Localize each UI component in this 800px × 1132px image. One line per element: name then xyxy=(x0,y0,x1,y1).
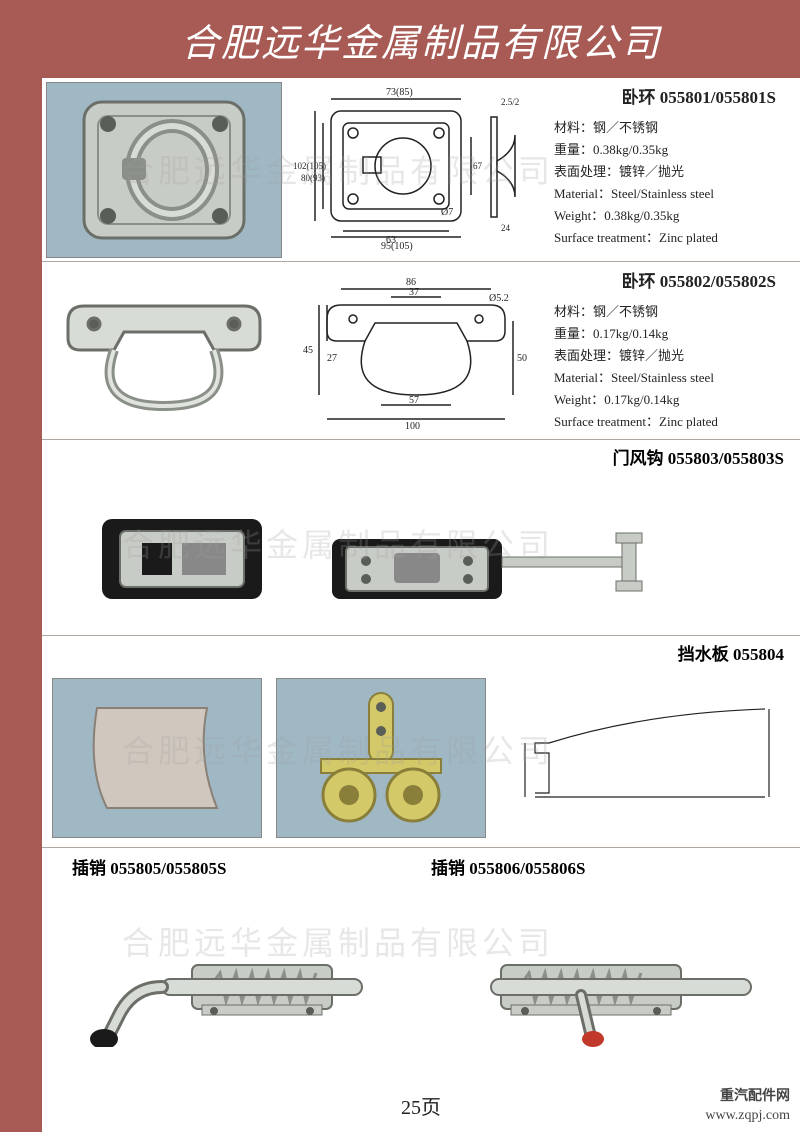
deflector-profile-icon xyxy=(505,683,785,833)
spec-line: Material：Steel/Stainless steel xyxy=(554,367,792,389)
spec-line: 表面处理：镀锌／抛光 xyxy=(554,345,792,367)
product-row-2: 86 37 Ø5.2 45 27 57 50 100 卧环 055802/055… xyxy=(42,262,800,440)
svg-text:24: 24 xyxy=(501,223,511,233)
spec-line: 表面处理：镀锌／抛光 xyxy=(554,161,792,183)
spec-line: Material：Steel/Stainless steel xyxy=(554,183,792,205)
product-specs-1: 卧环 055801/055801S 材料：钢／不锈钢 重量：0.38kg/0.3… xyxy=(546,78,800,261)
svg-text:100: 100 xyxy=(405,421,420,429)
svg-text:73(85): 73(85) xyxy=(386,87,413,98)
product-drawing-1: 73(85) 63 95(105) 102(105) 80(93) Ø7 2.5… xyxy=(286,78,546,254)
svg-text:37: 37 xyxy=(409,287,419,298)
svg-text:80(93): 80(93) xyxy=(301,173,325,183)
product-row-1: 73(85) 63 95(105) 102(105) 80(93) Ø7 2.5… xyxy=(42,78,800,262)
product-row-5: 插销 055805/055805S 插销 055806/055806S xyxy=(42,848,800,1068)
product-specs-2: 卧环 055802/055802S 材料：钢／不锈钢 重量：0.17kg/0.1… xyxy=(546,262,800,439)
svg-text:95(105): 95(105) xyxy=(381,241,413,251)
svg-text:2.5/2: 2.5/2 xyxy=(501,97,519,107)
door-hook-photo-a xyxy=(82,489,282,619)
spec-line: 重量：0.17kg/0.14kg xyxy=(554,323,792,345)
spec-line: 材料：钢／不锈钢 xyxy=(554,301,792,323)
product-row-3: 门风钩 055803/055803S xyxy=(42,440,800,636)
svg-text:67: 67 xyxy=(473,161,483,171)
footer-brand: 重汽配件网 www.zqpj.com xyxy=(705,1087,790,1126)
svg-text:102(105): 102(105) xyxy=(293,161,326,171)
tech-drawing-2-icon: 86 37 Ø5.2 45 27 57 50 100 xyxy=(291,265,541,429)
page-number: 25页 xyxy=(401,1091,441,1120)
svg-text:57: 57 xyxy=(409,395,419,406)
spring-bolt-photo-a xyxy=(42,907,421,1047)
svg-text:27: 27 xyxy=(327,353,337,364)
svg-text:Ø5.2: Ø5.2 xyxy=(489,293,509,304)
product-drawing-2: 86 37 Ø5.2 45 27 57 50 100 xyxy=(286,262,546,432)
product-title-4: 挡水板 055804 xyxy=(42,636,800,665)
pull-handle-icon xyxy=(54,276,274,426)
product-title-3: 门风钩 055803/055803S xyxy=(42,440,800,469)
spec-line: Surface treatment：Zinc plated xyxy=(554,227,792,249)
product-row-4: 挡水板 055804 xyxy=(42,636,800,848)
door-retainer-closed-icon xyxy=(82,489,282,619)
left-stripe xyxy=(0,0,42,1132)
curved-plate-icon xyxy=(67,688,247,828)
company-name: 合肥远华金属制品有限公司 xyxy=(181,12,661,67)
product-title-5b: 插销 055806/055806S xyxy=(421,854,800,879)
tech-drawing-1-icon: 73(85) 63 95(105) 102(105) 80(93) Ø7 2.5… xyxy=(291,81,541,251)
product-photo-2 xyxy=(46,266,282,436)
footer-url: www.zqpj.com xyxy=(705,1106,790,1126)
product-title-1: 卧环 055801/055801S xyxy=(554,84,792,113)
spec-line: 重量：0.38kg/0.35kg xyxy=(554,139,792,161)
door-hook-photo-b xyxy=(322,489,662,619)
roller-bracket-photo xyxy=(276,678,486,838)
header: 合肥远华金属制品有限公司 xyxy=(42,0,800,78)
door-retainer-open-icon xyxy=(322,489,662,619)
spec-line: Weight：0.38kg/0.35kg xyxy=(554,205,792,227)
product-photo-1 xyxy=(46,82,282,258)
catalog-content: 73(85) 63 95(105) 102(105) 80(93) Ø7 2.5… xyxy=(42,78,800,1132)
product-title-5a: 插销 055805/055805S xyxy=(42,854,421,879)
water-deflector-drawing xyxy=(500,678,790,838)
spec-line: Weight：0.17kg/0.14kg xyxy=(554,389,792,411)
svg-text:50: 50 xyxy=(517,353,527,364)
svg-text:45: 45 xyxy=(303,345,313,356)
spec-line: Surface treatment：Zinc plated xyxy=(554,411,792,433)
water-deflector-photo xyxy=(52,678,262,838)
product-title-2: 卧环 055802/055802S xyxy=(554,268,792,297)
spring-bolt-a-icon xyxy=(62,907,402,1047)
spec-line: 材料：钢／不锈钢 xyxy=(554,117,792,139)
svg-text:Ø7: Ø7 xyxy=(441,207,453,218)
footer-cn: 重汽配件网 xyxy=(705,1087,790,1107)
spring-bolt-b-icon xyxy=(441,907,781,1047)
spring-bolt-photo-b xyxy=(421,907,800,1047)
roller-bracket-icon xyxy=(291,683,471,833)
lashing-ring-plate-icon xyxy=(64,90,264,250)
